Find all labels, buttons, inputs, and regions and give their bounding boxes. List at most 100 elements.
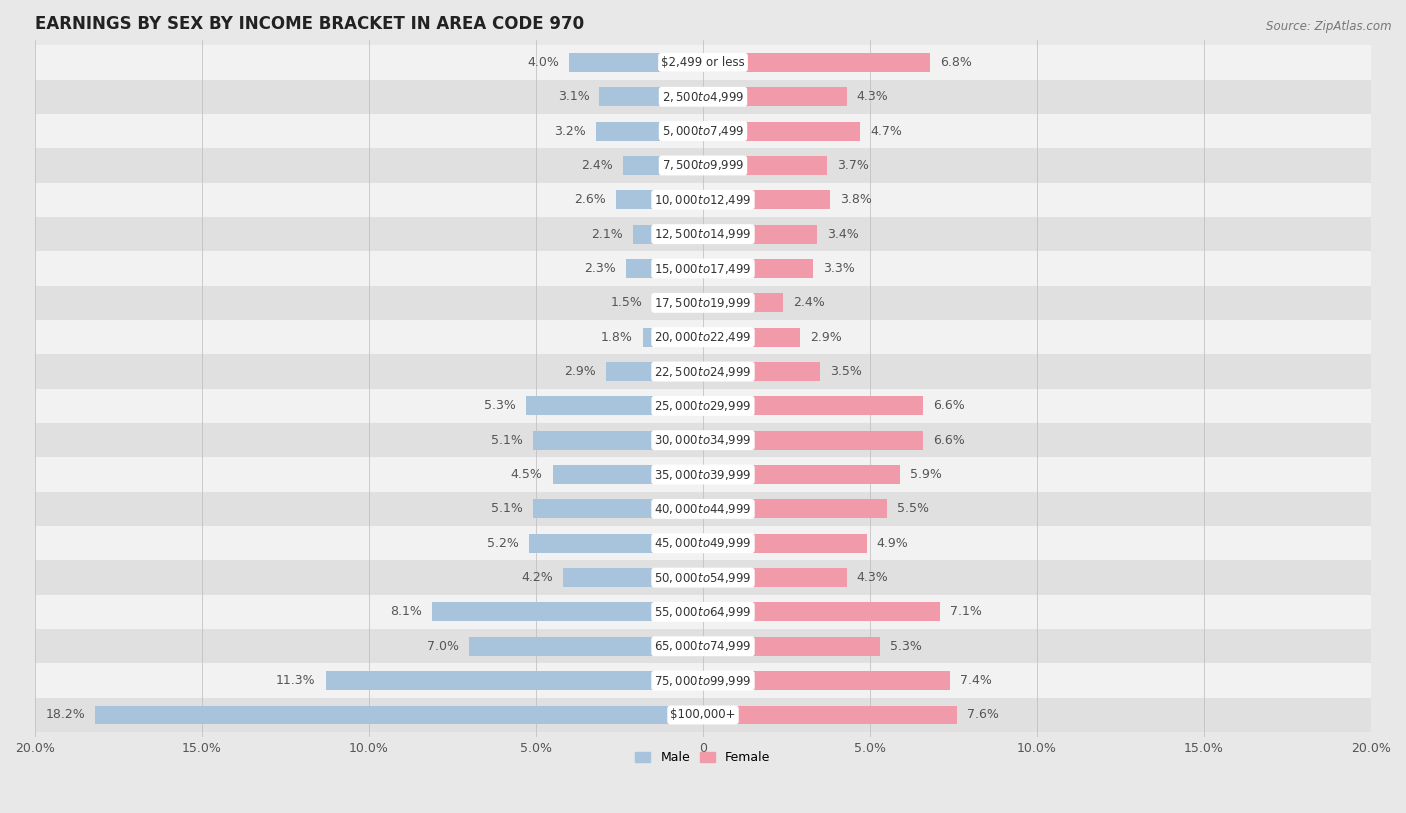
Text: 2.1%: 2.1%	[591, 228, 623, 241]
Bar	[35, 492, 1371, 526]
Bar	[633, 224, 703, 244]
Text: 2.4%: 2.4%	[793, 297, 825, 309]
Text: 2.9%: 2.9%	[810, 331, 842, 344]
Text: 3.8%: 3.8%	[839, 193, 872, 207]
Text: $10,000 to $12,499: $10,000 to $12,499	[654, 193, 752, 207]
Text: $40,000 to $44,999: $40,000 to $44,999	[654, 502, 752, 516]
Text: $15,000 to $17,499: $15,000 to $17,499	[654, 262, 752, 276]
Text: 4.2%: 4.2%	[522, 571, 553, 584]
Text: $25,000 to $29,999: $25,000 to $29,999	[654, 399, 752, 413]
Text: 1.8%: 1.8%	[600, 331, 633, 344]
Text: 11.3%: 11.3%	[276, 674, 315, 687]
Bar	[703, 499, 887, 519]
Bar	[703, 637, 880, 656]
Bar	[533, 499, 703, 519]
Bar	[35, 285, 1371, 320]
Bar	[35, 458, 1371, 492]
Text: $75,000 to $99,999: $75,000 to $99,999	[654, 674, 752, 688]
Text: $100,000+: $100,000+	[671, 708, 735, 721]
Text: 8.1%: 8.1%	[391, 606, 422, 619]
Bar	[35, 698, 1371, 733]
Bar	[703, 397, 924, 415]
Bar	[35, 217, 1371, 251]
Bar	[703, 190, 830, 209]
Text: Source: ZipAtlas.com: Source: ZipAtlas.com	[1267, 20, 1392, 33]
Bar	[703, 362, 820, 381]
Bar	[569, 53, 703, 72]
Text: 5.5%: 5.5%	[897, 502, 929, 515]
Bar	[703, 293, 783, 312]
Text: 4.7%: 4.7%	[870, 124, 901, 137]
Bar	[35, 629, 1371, 663]
Bar	[562, 568, 703, 587]
Bar	[526, 397, 703, 415]
Text: 7.6%: 7.6%	[967, 708, 998, 721]
Text: EARNINGS BY SEX BY INCOME BRACKET IN AREA CODE 970: EARNINGS BY SEX BY INCOME BRACKET IN ARE…	[35, 15, 583, 33]
Bar	[703, 672, 950, 690]
Text: 6.6%: 6.6%	[934, 433, 966, 446]
Text: $2,500 to $4,999: $2,500 to $4,999	[662, 89, 744, 104]
Text: 7.1%: 7.1%	[950, 606, 981, 619]
Text: $35,000 to $39,999: $35,000 to $39,999	[654, 467, 752, 481]
Bar	[703, 431, 924, 450]
Bar	[606, 362, 703, 381]
Text: 2.3%: 2.3%	[585, 262, 616, 275]
Bar	[35, 354, 1371, 389]
Text: 5.3%: 5.3%	[484, 399, 516, 412]
Bar	[35, 389, 1371, 423]
Bar	[326, 672, 703, 690]
Bar	[703, 53, 931, 72]
Bar	[652, 293, 703, 312]
Text: 7.4%: 7.4%	[960, 674, 993, 687]
Text: $2,499 or less: $2,499 or less	[661, 56, 745, 69]
Bar	[703, 328, 800, 346]
Text: $5,000 to $7,499: $5,000 to $7,499	[662, 124, 744, 138]
Bar	[703, 568, 846, 587]
Text: $12,500 to $14,999: $12,500 to $14,999	[654, 227, 752, 241]
Text: 4.9%: 4.9%	[877, 537, 908, 550]
Bar	[35, 183, 1371, 217]
Text: 6.6%: 6.6%	[934, 399, 966, 412]
Text: 5.2%: 5.2%	[488, 537, 519, 550]
Text: 3.2%: 3.2%	[554, 124, 586, 137]
Text: 5.1%: 5.1%	[491, 433, 523, 446]
Bar	[703, 602, 941, 621]
Bar	[35, 663, 1371, 698]
Bar	[35, 560, 1371, 595]
Text: $55,000 to $64,999: $55,000 to $64,999	[654, 605, 752, 619]
Bar	[96, 706, 703, 724]
Text: 5.1%: 5.1%	[491, 502, 523, 515]
Text: 3.5%: 3.5%	[830, 365, 862, 378]
Text: 2.9%: 2.9%	[564, 365, 596, 378]
Text: 4.0%: 4.0%	[527, 56, 560, 69]
Text: 6.8%: 6.8%	[941, 56, 972, 69]
Bar	[703, 534, 866, 553]
Bar	[703, 706, 957, 724]
Bar	[623, 156, 703, 175]
Text: 5.3%: 5.3%	[890, 640, 922, 653]
Bar	[703, 87, 846, 107]
Text: $22,500 to $24,999: $22,500 to $24,999	[654, 364, 752, 379]
Bar	[35, 148, 1371, 183]
Bar	[35, 595, 1371, 629]
Text: 3.7%: 3.7%	[837, 159, 869, 172]
Legend: Male, Female: Male, Female	[630, 746, 776, 769]
Bar	[596, 122, 703, 141]
Bar	[35, 46, 1371, 80]
Text: 5.9%: 5.9%	[910, 468, 942, 481]
Bar	[35, 423, 1371, 458]
Text: 4.5%: 4.5%	[510, 468, 543, 481]
Text: $17,500 to $19,999: $17,500 to $19,999	[654, 296, 752, 310]
Text: $50,000 to $54,999: $50,000 to $54,999	[654, 571, 752, 585]
Text: 18.2%: 18.2%	[45, 708, 84, 721]
Bar	[35, 114, 1371, 148]
Text: 1.5%: 1.5%	[612, 297, 643, 309]
Bar	[35, 526, 1371, 560]
Text: $45,000 to $49,999: $45,000 to $49,999	[654, 537, 752, 550]
Bar	[35, 320, 1371, 354]
Text: 2.6%: 2.6%	[575, 193, 606, 207]
Text: $30,000 to $34,999: $30,000 to $34,999	[654, 433, 752, 447]
Text: 3.4%: 3.4%	[827, 228, 858, 241]
Bar	[599, 87, 703, 107]
Bar	[35, 80, 1371, 114]
